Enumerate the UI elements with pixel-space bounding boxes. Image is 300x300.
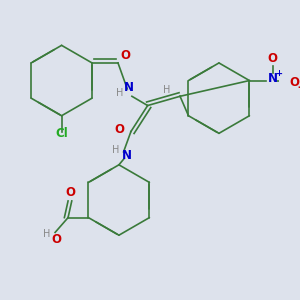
Text: N: N	[124, 80, 134, 94]
Text: -: -	[298, 81, 300, 94]
Text: O: O	[289, 76, 299, 89]
Text: H: H	[112, 145, 120, 155]
Text: O: O	[120, 49, 130, 62]
Text: O: O	[65, 186, 75, 199]
Text: N: N	[122, 149, 132, 162]
Text: H: H	[43, 229, 50, 239]
Text: +: +	[274, 69, 282, 78]
Text: O: O	[115, 123, 125, 136]
Text: O: O	[268, 52, 278, 65]
Text: O: O	[51, 233, 61, 246]
Text: H: H	[163, 85, 170, 95]
Text: Cl: Cl	[55, 127, 68, 140]
Text: H: H	[116, 88, 124, 98]
Text: N: N	[268, 72, 278, 85]
